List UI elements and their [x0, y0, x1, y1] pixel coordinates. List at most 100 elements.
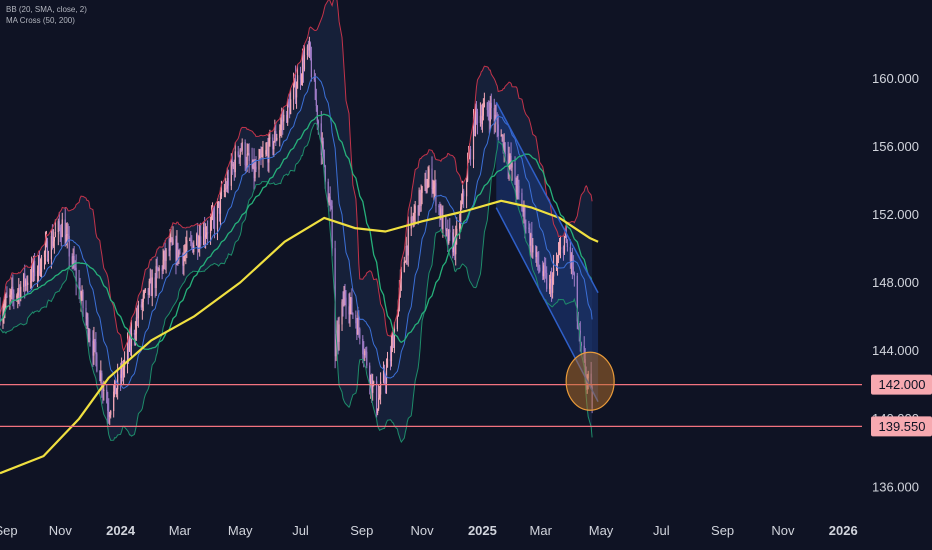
candle-body: [569, 247, 571, 262]
bb-band-fill: [0, 0, 593, 442]
candle-body: [452, 232, 454, 253]
candle-body: [580, 343, 582, 346]
candle-body: [314, 80, 316, 100]
candle-body: [349, 304, 351, 315]
candle-body: [386, 359, 389, 368]
legend-bb[interactable]: BB (20, SMA, close, 2): [6, 5, 87, 14]
candle-body: [397, 300, 399, 317]
candle-body: [87, 317, 89, 339]
candle-body: [407, 228, 409, 256]
candle-body: [488, 113, 490, 122]
candle-body: [241, 142, 243, 151]
candle-body: [501, 134, 503, 136]
candle-body: [301, 57, 304, 78]
x-tick-label: May: [589, 523, 614, 538]
candle-body: [109, 414, 111, 417]
candle-body: [428, 168, 430, 180]
candle-body: [205, 234, 207, 238]
candle-body: [562, 247, 565, 254]
candle-body: [206, 232, 208, 235]
candle-body: [209, 220, 212, 234]
legend-ma-cross[interactable]: MA Cross (50, 200): [6, 16, 75, 25]
candle-body: [6, 295, 8, 298]
candle-body: [525, 227, 527, 229]
candle-body: [295, 88, 298, 98]
level-badge-label: 139.550: [879, 419, 926, 434]
candle-body: [286, 114, 288, 123]
candle-body: [385, 367, 388, 383]
candle-body: [535, 245, 537, 257]
candle-body: [391, 336, 394, 345]
candle-body: [80, 298, 82, 302]
candle-body: [536, 252, 538, 257]
candle-body: [371, 374, 373, 393]
candle-body: [531, 234, 533, 253]
candle-body: [23, 273, 25, 287]
candle-body: [37, 256, 40, 271]
candle-body: [290, 99, 292, 115]
candle-body: [384, 380, 387, 383]
candle-body: [45, 241, 48, 244]
candle-body: [148, 281, 150, 295]
candle-body: [255, 166, 257, 170]
candle-body: [539, 267, 541, 272]
candle-body: [92, 340, 94, 356]
level-badges: 142.000 139.550: [871, 374, 932, 437]
candle-body: [67, 233, 69, 236]
candle-body: [168, 249, 170, 251]
candle-body: [58, 221, 60, 228]
candle-body: [357, 318, 359, 335]
candle-body: [482, 107, 484, 116]
candle-body: [504, 142, 506, 155]
candle-body: [493, 108, 495, 122]
candle-body: [307, 46, 310, 51]
candle-body: [71, 256, 73, 264]
candle-body: [440, 208, 442, 219]
candle-body: [128, 334, 131, 351]
y-tick-label: 152.000: [872, 207, 919, 222]
candle-body: [570, 254, 572, 262]
x-axis[interactable]: Sep Nov 2024 Mar May Jul Sep Nov 2025 Mar May Jul Se…: [0, 523, 858, 538]
candle-body: [268, 138, 270, 163]
candle-body: [310, 58, 312, 77]
candle-body: [521, 192, 523, 212]
candle-body: [322, 141, 324, 150]
candle-body: [362, 338, 364, 355]
candle-body: [320, 123, 322, 155]
candle-body: [330, 202, 332, 206]
candle-body: [483, 102, 485, 108]
candle-body: [382, 370, 385, 382]
candle-body: [272, 137, 274, 150]
candle-body: [486, 102, 488, 111]
candle-body: [113, 391, 115, 411]
candle-body: [79, 286, 81, 302]
candle-body: [231, 160, 233, 167]
candle-body: [18, 287, 20, 293]
candle-body: [516, 180, 518, 193]
candle-body: [239, 149, 241, 158]
candle-body: [39, 271, 42, 274]
candle-body: [81, 291, 83, 299]
candle-body: [378, 398, 380, 409]
candle-body: [106, 389, 108, 403]
candle-body: [240, 149, 242, 151]
candle-body: [404, 261, 406, 263]
candle-body: [52, 241, 54, 247]
candle-body: [232, 164, 234, 167]
candle-body: [117, 374, 119, 390]
candle-body: [135, 317, 138, 334]
candle-body: [331, 205, 333, 249]
candle-body: [206, 232, 209, 234]
candle-body: [545, 269, 547, 274]
candle-body: [224, 187, 226, 191]
candle-body: [237, 151, 239, 156]
candle-body: [412, 219, 414, 221]
candle-body: [74, 266, 76, 268]
candle-body: [137, 304, 139, 319]
support-circle: [565, 351, 615, 411]
candle-body: [27, 282, 29, 285]
candle-body: [212, 211, 215, 218]
candle-body: [309, 42, 311, 59]
candle-body: [438, 205, 440, 208]
